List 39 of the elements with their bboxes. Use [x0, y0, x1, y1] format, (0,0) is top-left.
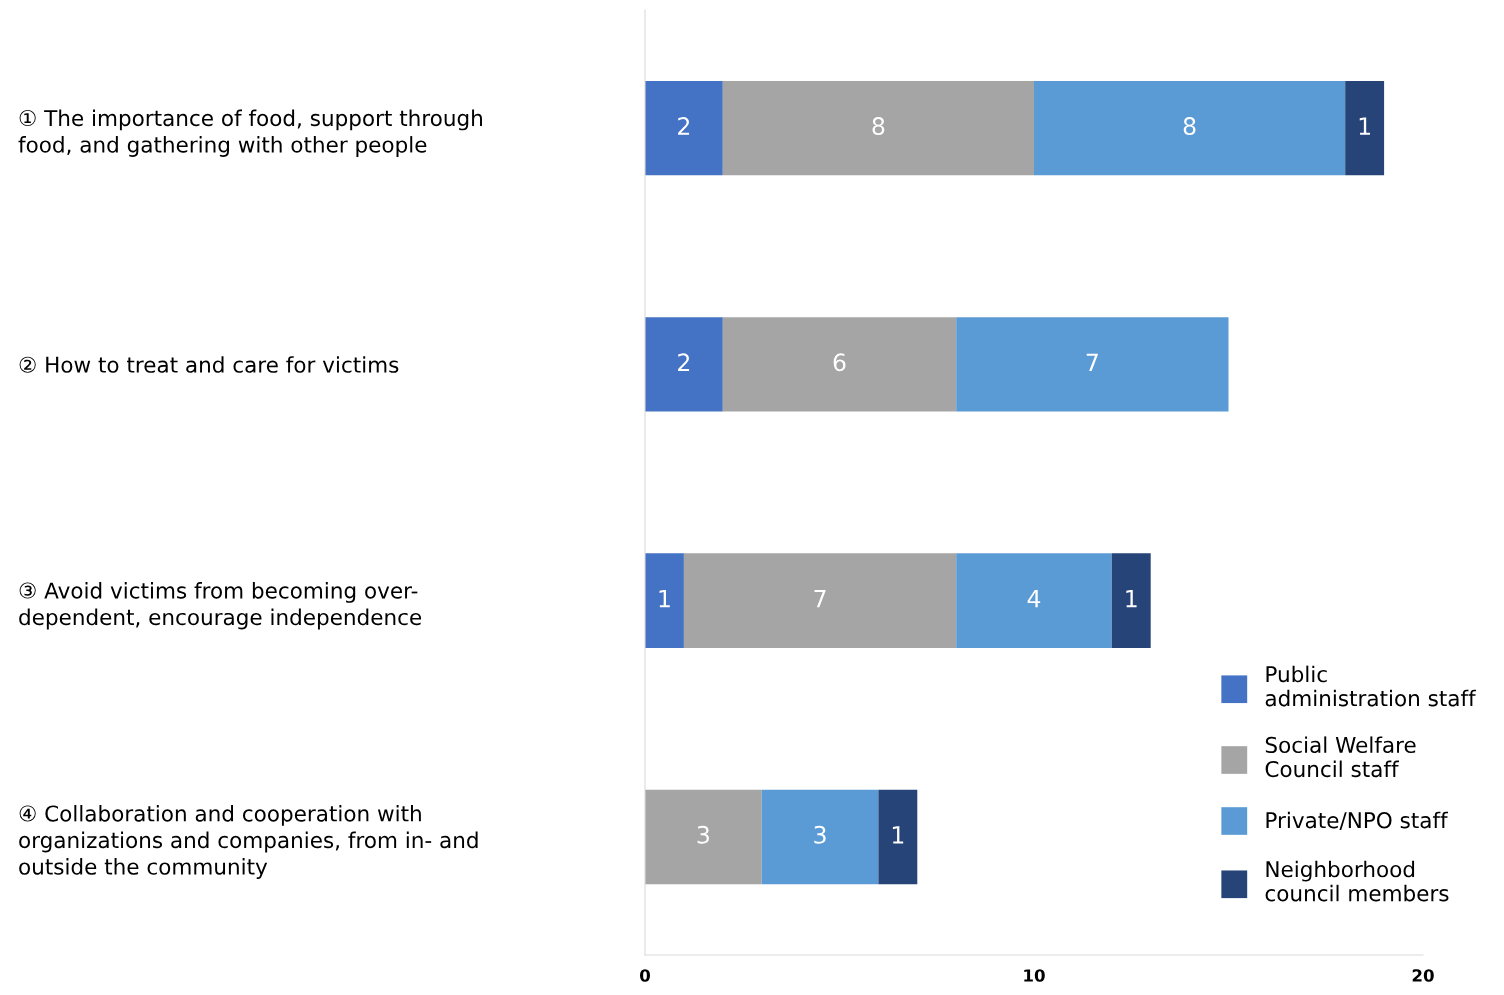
bar	[645, 80, 723, 176]
bar	[645, 789, 762, 885]
x-tick-label: 20	[1412, 969, 1434, 982]
data-label: 1	[1359, 117, 1370, 135]
bar	[722, 317, 957, 412]
y-tick-label: ③ Avoid victims from becoming over- dependent, encourage independence	[19, 582, 422, 630]
data-label: 4	[1027, 589, 1041, 608]
bar	[722, 80, 1034, 176]
bar	[1111, 553, 1151, 648]
y-tick-label: ① The importance of food, support through food, and gathering with other people	[18, 109, 482, 157]
bar	[761, 789, 879, 885]
legend-label: Public administration staff	[1265, 665, 1477, 707]
data-label: 3	[697, 825, 709, 844]
bar	[645, 317, 723, 412]
x-tick-label: 0	[640, 969, 650, 982]
data-label: 1	[892, 826, 904, 844]
bar	[878, 789, 918, 885]
bar	[683, 553, 957, 648]
data-label: 6	[833, 353, 846, 372]
data-label: 1	[659, 589, 670, 608]
x-tick-label: 10	[1024, 969, 1045, 982]
data-label: 2	[678, 353, 690, 371]
data-label: 1	[1126, 589, 1137, 608]
legend-label: Neighborhood council members	[1265, 860, 1449, 902]
bar	[1034, 80, 1346, 176]
y-tick-label: ② How to treat and care for victims	[19, 356, 399, 373]
bar	[956, 553, 1112, 648]
y-tick-label: ④ Collaboration and cooperation with organizations and companies, from in- and outside the community	[19, 805, 478, 879]
legend-label: Social Welfare Council staff	[1265, 736, 1416, 778]
data-label: 7	[1086, 353, 1098, 371]
data-label: 8	[872, 117, 885, 135]
bar	[645, 553, 684, 648]
data-label: 8	[1183, 117, 1196, 135]
bar	[1345, 80, 1385, 176]
data-label: 2	[678, 117, 690, 135]
bar	[956, 317, 1229, 412]
data-label: 7	[814, 589, 826, 608]
legend-label: Private/NPO staff	[1266, 811, 1449, 831]
data-label: 3	[814, 825, 826, 844]
